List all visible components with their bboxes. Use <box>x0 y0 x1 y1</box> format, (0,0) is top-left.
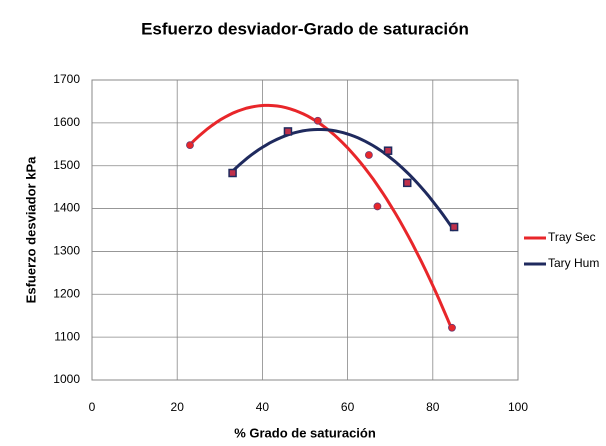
marker <box>449 222 459 232</box>
marker <box>186 141 194 150</box>
y-tick-label: 1500 <box>53 158 80 172</box>
marker <box>448 323 456 332</box>
marker <box>313 116 322 125</box>
y-tick-label: 1100 <box>54 329 80 343</box>
marker <box>373 202 382 211</box>
trend-line <box>188 103 454 331</box>
y-tick-label: 1700 <box>53 72 80 86</box>
x-axis-label: % Grado de saturación <box>234 425 376 440</box>
x-tick-label: 60 <box>341 400 355 414</box>
y-tick-label: 1200 <box>53 286 80 300</box>
chart-title: Esfuerzo desviador-Grado de saturación <box>141 19 469 38</box>
x-tick-label: 20 <box>171 400 185 414</box>
marker <box>402 178 412 188</box>
legend-label: Tray Sec <box>548 230 596 244</box>
x-tick-label: 40 <box>256 400 270 414</box>
marker <box>364 151 373 159</box>
marker <box>383 146 393 155</box>
marker <box>228 168 237 178</box>
x-tick-label: 80 <box>426 400 440 414</box>
y-tick-label: 1300 <box>53 244 80 258</box>
y-tick-label: 1400 <box>53 201 80 215</box>
y-tick-label: 1000 <box>53 372 80 386</box>
x-tick-label: 100 <box>508 400 528 414</box>
y-tick-label: 1600 <box>53 115 80 129</box>
trend-line <box>231 128 456 232</box>
x-tick-label: 0 <box>89 400 96 414</box>
legend-label: Tary Hum <box>548 256 599 270</box>
y-axis-label: Esfuerzo desviador kPa <box>23 156 38 303</box>
marker <box>283 127 293 136</box>
